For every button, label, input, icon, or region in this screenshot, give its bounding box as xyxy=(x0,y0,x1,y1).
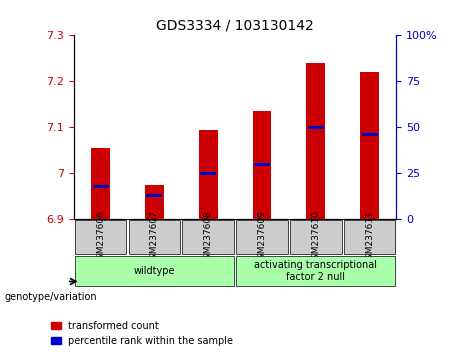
Text: GSM237611: GSM237611 xyxy=(365,210,374,265)
Bar xyxy=(200,172,216,175)
FancyBboxPatch shape xyxy=(236,220,288,254)
Text: GSM237606: GSM237606 xyxy=(96,210,105,265)
Text: GSM237609: GSM237609 xyxy=(258,210,266,265)
Bar xyxy=(253,112,272,219)
Bar xyxy=(254,163,270,166)
Text: GSM237607: GSM237607 xyxy=(150,210,159,265)
Bar xyxy=(361,133,378,136)
Bar xyxy=(147,194,162,197)
Bar xyxy=(307,63,325,219)
Bar xyxy=(93,185,109,188)
Bar xyxy=(360,72,379,219)
Text: GSM237608: GSM237608 xyxy=(204,210,213,265)
FancyBboxPatch shape xyxy=(75,256,234,286)
Text: genotype/variation: genotype/variation xyxy=(5,292,97,302)
FancyBboxPatch shape xyxy=(183,220,234,254)
Legend: transformed count, percentile rank within the sample: transformed count, percentile rank withi… xyxy=(51,321,233,346)
Bar xyxy=(145,185,164,219)
FancyBboxPatch shape xyxy=(236,256,396,286)
FancyBboxPatch shape xyxy=(344,220,396,254)
Text: activating transcriptional
factor 2 null: activating transcriptional factor 2 null xyxy=(254,260,377,282)
Bar xyxy=(91,148,110,219)
FancyBboxPatch shape xyxy=(75,220,126,254)
Text: GSM237610: GSM237610 xyxy=(311,210,320,265)
Bar xyxy=(199,130,218,219)
Title: GDS3334 / 103130142: GDS3334 / 103130142 xyxy=(156,19,314,33)
FancyBboxPatch shape xyxy=(129,220,180,254)
FancyBboxPatch shape xyxy=(290,220,342,254)
Bar xyxy=(308,126,324,129)
Text: wildtype: wildtype xyxy=(134,266,175,276)
